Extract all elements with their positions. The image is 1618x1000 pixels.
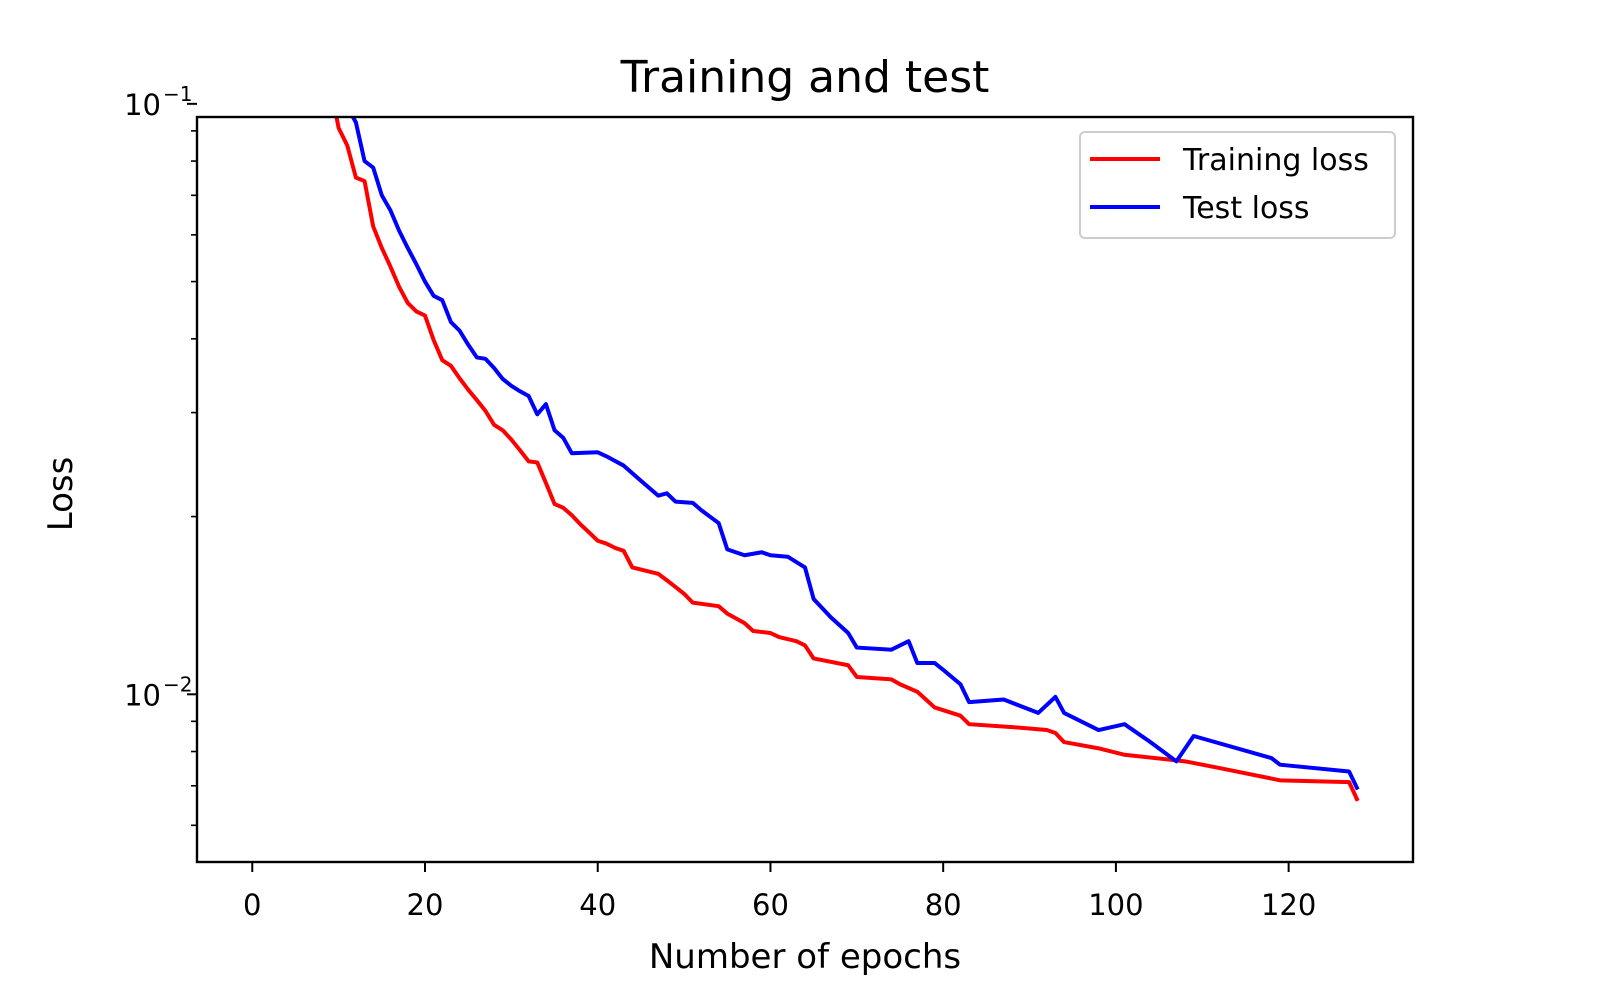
x-axis-label: Number of epochs	[649, 937, 961, 977]
x-tick-label: 120	[1261, 888, 1316, 922]
x-tick-label: 80	[925, 888, 962, 922]
plot-frame	[195, 115, 1415, 864]
y-tick-exponent: −2	[163, 672, 192, 696]
legend-entry-label: Test loss	[1182, 191, 1310, 226]
x-tick-label: 100	[1088, 888, 1143, 922]
y-tick-label: 10	[124, 678, 161, 712]
y-tick-label: 10	[124, 88, 161, 122]
y-axis-label: Loss	[41, 457, 81, 532]
chart-title: Training and test	[620, 52, 990, 103]
x-tick-label: 0	[243, 888, 261, 922]
legend-entry-label: Training loss	[1182, 143, 1369, 178]
x-tick-label: 60	[752, 888, 789, 922]
x-tick-label: 40	[579, 888, 616, 922]
training-loss-line	[334, 117, 1360, 802]
test-loss-line	[350, 117, 1360, 791]
legend: Training loss Test loss	[1079, 131, 1396, 239]
x-tick-label: 20	[407, 888, 444, 922]
y-tick-exponent: −1	[163, 82, 192, 106]
